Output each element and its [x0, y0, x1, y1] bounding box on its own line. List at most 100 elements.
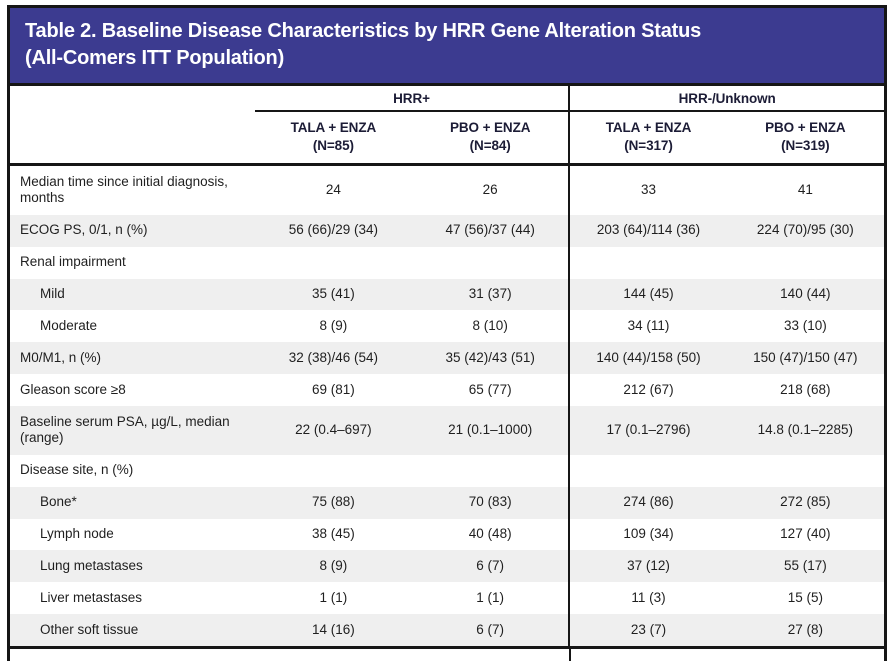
- cell-hrrneg-pbo: 41: [797, 182, 813, 198]
- cell-hrrneg-tala: 144 (45): [568, 278, 727, 311]
- cell-hrrneg-pbo: 224 (70)/95 (30): [756, 222, 854, 238]
- cell-hrrpos-tala: 14 (16): [254, 614, 413, 650]
- n-label: (N=84): [469, 137, 511, 153]
- cell-hrrneg-pbo: 55 (17): [783, 557, 827, 573]
- arm-label: PBO + ENZA: [449, 120, 531, 135]
- table-row: M0/M1, n (%) 32 (38)/46 (54) 35 (42)/43 …: [10, 342, 884, 375]
- group-header-row: HRR+ HRR-/Unknown: [10, 86, 884, 112]
- table-title-line1: Table 2. Baseline Disease Characteristic…: [25, 20, 702, 42]
- cell-hrrpos-tala: 35 (41): [311, 286, 355, 302]
- cell-hrrpos-pbo: 47 (56)/37 (44): [445, 222, 535, 238]
- group-header-hrr-negative-unknown: HRR-/Unknown: [568, 86, 884, 112]
- row-label: Gleason score ≥8: [20, 381, 126, 397]
- cell-hrrneg-pbo: 127 (40): [780, 526, 831, 542]
- cell-hrrpos-pbo: 1 (1): [476, 589, 505, 605]
- table-row: Other soft tissue 14 (16) 6 (7) 23 (7) 2…: [10, 614, 884, 650]
- row-label: Renal impairment: [20, 254, 126, 270]
- cell-hrrpos-pbo: 65 (77): [468, 381, 512, 397]
- cell-hrrneg-pbo: 272 (85): [780, 494, 831, 510]
- row-label: Lung metastases: [40, 557, 143, 573]
- cell-hrrpos-pbo: 26: [482, 182, 498, 198]
- baseline-characteristics-table: HRR+ HRR-/Unknown TALA + ENZA (N=85) PBO…: [10, 86, 884, 650]
- cell-hrrpos-tala: 1 (1): [319, 589, 348, 605]
- cell-hrrneg-pbo: 27 (8): [726, 614, 884, 650]
- cell-hrrpos-pbo: 70 (83): [468, 494, 512, 510]
- cell-hrrneg-tala: 37 (12): [568, 550, 727, 583]
- cell-hrrpos-tala: 56 (66)/29 (34): [288, 222, 379, 238]
- table-row: ECOG PS, 0/1, n (%) 56 (66)/29 (34) 47 (…: [10, 214, 884, 247]
- table-row: Baseline serum PSA, µg/L, median (range)…: [10, 406, 884, 455]
- cell-hrrneg-tala: 34 (11): [568, 310, 727, 343]
- cell-hrrneg-tala: 23 (7): [568, 614, 727, 650]
- group-header-hrr-positive: HRR+: [254, 86, 570, 112]
- cell-hrrneg-pbo: 218 (68): [780, 381, 831, 397]
- column-header-hrrneg-pbo: PBO + ENZA (N=319): [726, 111, 884, 167]
- row-label: Mild: [40, 286, 65, 302]
- arm-label: TALA + ENZA: [290, 120, 377, 135]
- cell-hrrneg-pbo: 140 (44): [780, 286, 831, 302]
- row-label: M0/M1, n (%): [20, 349, 102, 365]
- row-label: Moderate: [40, 317, 98, 333]
- row-label: Bone*: [40, 494, 77, 510]
- cell-hrrpos-tala: 8 (9): [319, 317, 348, 333]
- cell-hrrneg-tala: 140 (44)/158 (50): [568, 342, 727, 375]
- arm-label: PBO + ENZA: [765, 120, 846, 135]
- cell-hrrpos-pbo: 31 (37): [468, 286, 512, 302]
- row-label: Baseline serum PSA, µg/L, median (range): [20, 413, 230, 446]
- table-row: Moderate 8 (9) 8 (10) 34 (11) 33 (10): [10, 310, 884, 343]
- row-label: Liver metastases: [40, 589, 143, 605]
- row-label: Other soft tissue: [10, 614, 255, 650]
- table-row: Mild 35 (41) 31 (37) 144 (45) 140 (44): [10, 278, 884, 311]
- cell-hrrpos-tala: 38 (45): [311, 526, 355, 542]
- row-label: Lymph node: [40, 526, 114, 542]
- cell-hrrneg-pbo: [727, 455, 884, 487]
- table-title-line2: (All-Comers ITT Population): [25, 47, 285, 69]
- cell-hrrneg-pbo: [727, 247, 884, 279]
- cell-hrrpos-pbo: 6 (7): [412, 614, 570, 650]
- table-row: Median time since initial diagnosis, mon…: [10, 164, 884, 215]
- cell-hrrpos-pbo: [412, 455, 569, 487]
- cell-hrrneg-tala: 109 (34): [568, 518, 727, 551]
- cell-hrrneg-pbo: 150 (47)/150 (47): [753, 349, 858, 365]
- cell-hrrpos-pbo: 8 (10): [472, 317, 508, 333]
- n-label: (N=317): [624, 137, 673, 153]
- corner-cell: [10, 86, 255, 111]
- cell-hrrneg-tala: 11 (3): [568, 582, 727, 615]
- cell-hrrneg-tala: 212 (67): [568, 374, 727, 407]
- cell-hrrpos-tala: 24: [325, 182, 341, 198]
- cutoff-footer: [10, 649, 884, 661]
- cell-hrrpos-pbo: 40 (48): [468, 526, 512, 542]
- column-header-row: TALA + ENZA (N=85) PBO + ENZA (N=84) TAL…: [10, 111, 884, 167]
- table-row: Gleason score ≥8 69 (81) 65 (77) 212 (67…: [10, 374, 884, 407]
- cell-hrrpos-tala: 69 (81): [311, 381, 355, 397]
- cell-hrrpos-tala: 8 (9): [319, 557, 348, 573]
- row-label: Median time since initial diagnosis, mon…: [20, 173, 228, 206]
- table-row: Liver metastases 1 (1) 1 (1) 11 (3) 15 (…: [10, 582, 884, 615]
- table-header: HRR+ HRR-/Unknown TALA + ENZA (N=85) PBO…: [10, 86, 884, 167]
- table-card: Table 2. Baseline Disease Characteristic…: [7, 5, 887, 661]
- cell-hrrneg-pbo: 33 (10): [783, 317, 827, 333]
- cell-hrrneg-tala: 274 (86): [568, 486, 727, 519]
- cell-hrrneg-pbo: 14.8 (0.1–2285): [757, 422, 853, 438]
- column-divider-line: [569, 649, 572, 661]
- cell-hrrpos-pbo: 6 (7): [476, 557, 505, 573]
- cell-hrrpos-tala: 22 (0.4–697): [295, 422, 372, 438]
- table-body: Median time since initial diagnosis, mon…: [10, 164, 884, 650]
- cell-hrrpos-tala: 32 (38)/46 (54): [288, 349, 379, 365]
- column-header-hrrpos-tala: TALA + ENZA (N=85): [254, 111, 413, 167]
- column-header-hrrpos-pbo: PBO + ENZA (N=84): [412, 111, 570, 167]
- cell-hrrpos-tala: [255, 247, 412, 279]
- column-header-hrrneg-tala: TALA + ENZA (N=317): [568, 111, 727, 167]
- cell-hrrpos-tala: [255, 455, 412, 487]
- cell-hrrneg-tala: 33: [568, 164, 727, 215]
- row-label: Disease site, n (%): [20, 462, 134, 478]
- table-row: Renal impairment: [10, 246, 884, 279]
- n-label: (N=319): [781, 137, 830, 153]
- cell-hrrneg-tala: 203 (64)/114 (36): [568, 214, 727, 247]
- cell-hrrneg-tala: [568, 454, 727, 487]
- cell-hrrpos-pbo: [412, 247, 569, 279]
- cell-hrrneg-pbo: 15 (5): [787, 589, 823, 605]
- corner-cell-2: [10, 111, 255, 167]
- cell-hrrpos-pbo: 21 (0.1–1000): [448, 422, 533, 438]
- table-row: Lymph node 38 (45) 40 (48) 109 (34) 127 …: [10, 518, 884, 551]
